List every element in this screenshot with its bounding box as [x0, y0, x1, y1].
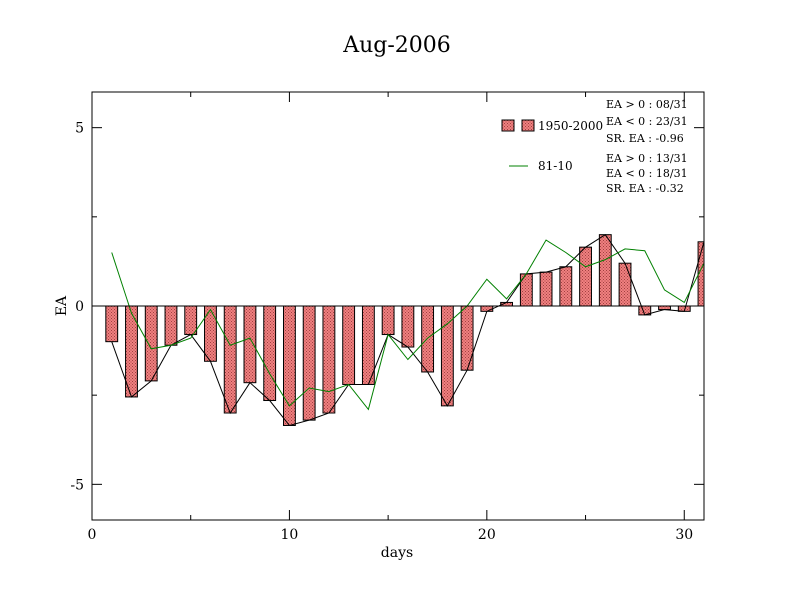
bar-day-19 — [460, 305, 474, 371]
x-axis-label: days — [381, 545, 413, 561]
bar-day-1 — [105, 305, 119, 343]
y-tick-label-0: 0 — [75, 299, 84, 315]
bar-day-13 — [342, 305, 356, 385]
x-tick-label-30: 30 — [675, 527, 693, 543]
axes — [91, 91, 705, 521]
legend-label-1950-2000: 1950-2000 — [538, 119, 603, 133]
bar-day-7 — [223, 305, 237, 414]
bar-day-10 — [282, 305, 296, 426]
stat-8110-ea-neg: EA < 0 : 18/31 — [606, 167, 688, 180]
bar-day-3 — [144, 305, 158, 382]
bar-day-16 — [401, 305, 415, 348]
bar-day-29 — [658, 305, 671, 311]
y-axis-label: EA — [54, 295, 70, 316]
bar-day-11 — [302, 305, 316, 421]
bar-series-line — [111, 233, 704, 427]
y-tick-label--5: -5 — [70, 477, 84, 493]
line-series — [111, 233, 704, 427]
stat-8110-ea-pos: EA > 0 : 13/31 — [606, 152, 688, 165]
bar-day-6 — [204, 305, 217, 362]
bar-day-8 — [243, 305, 257, 384]
tick-labels: 0 10 20 30 -5 0 5 — [70, 121, 693, 543]
x-tick-label-10: 10 — [281, 527, 299, 543]
line-81-10 — [111, 239, 704, 411]
bar-day-27 — [618, 262, 632, 307]
bar-day-24 — [559, 266, 573, 307]
stat-8110-sr-ea: SR. EA : -0.32 — [606, 182, 684, 195]
bar-day-17 — [421, 305, 435, 373]
bar-day-25 — [579, 246, 592, 307]
x-tick-label-0: 0 — [88, 527, 97, 543]
legend-bar-swatch — [501, 119, 515, 132]
bar-day-20 — [480, 305, 494, 312]
chart-title: Aug-2006 — [342, 33, 451, 58]
stat-1950-sr-ea: SR. EA : -0.96 — [606, 132, 684, 145]
bar-day-5 — [184, 305, 198, 336]
bar-day-23 — [539, 271, 553, 307]
bar-day-15 — [381, 305, 395, 336]
legend-label-81-10: 81-10 — [538, 159, 573, 173]
bar-day-12 — [322, 305, 336, 414]
x-tick-label-20: 20 — [478, 527, 496, 543]
bar-day-9 — [263, 305, 277, 402]
stat-1950-ea-neg: EA < 0 : 23/31 — [606, 115, 688, 128]
bar-day-18 — [440, 305, 454, 407]
legend-bar-swatch-2 — [521, 119, 535, 132]
legend: 1950-2000 81-10 EA > 0 : 08/31 EA < 0 : … — [501, 98, 688, 195]
stat-1950-ea-pos: EA > 0 : 08/31 — [606, 98, 688, 111]
y-tick-label-5: 5 — [75, 121, 84, 137]
bar-day-26 — [598, 234, 612, 307]
bar-day-4 — [164, 305, 178, 346]
